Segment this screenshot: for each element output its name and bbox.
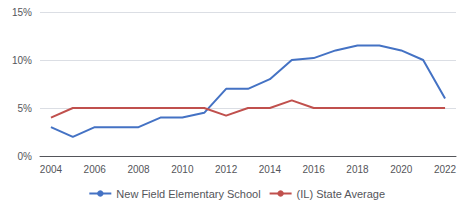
svg-text:15%: 15%	[12, 7, 32, 18]
svg-text:2012: 2012	[215, 164, 238, 175]
svg-text:New Field Elementary School: New Field Elementary School	[116, 188, 260, 200]
svg-text:(IL) State Average: (IL) State Average	[297, 188, 385, 200]
svg-text:2016: 2016	[303, 164, 326, 175]
svg-text:2008: 2008	[127, 164, 150, 175]
svg-text:10%: 10%	[12, 55, 32, 66]
svg-text:2014: 2014	[259, 164, 282, 175]
svg-text:2004: 2004	[40, 164, 63, 175]
svg-text:2018: 2018	[346, 164, 369, 175]
svg-text:0%: 0%	[18, 151, 33, 162]
svg-text:2006: 2006	[84, 164, 107, 175]
svg-text:5%: 5%	[18, 103, 33, 114]
svg-text:2022: 2022	[434, 164, 457, 175]
svg-text:2010: 2010	[171, 164, 194, 175]
svg-text:2020: 2020	[390, 164, 413, 175]
